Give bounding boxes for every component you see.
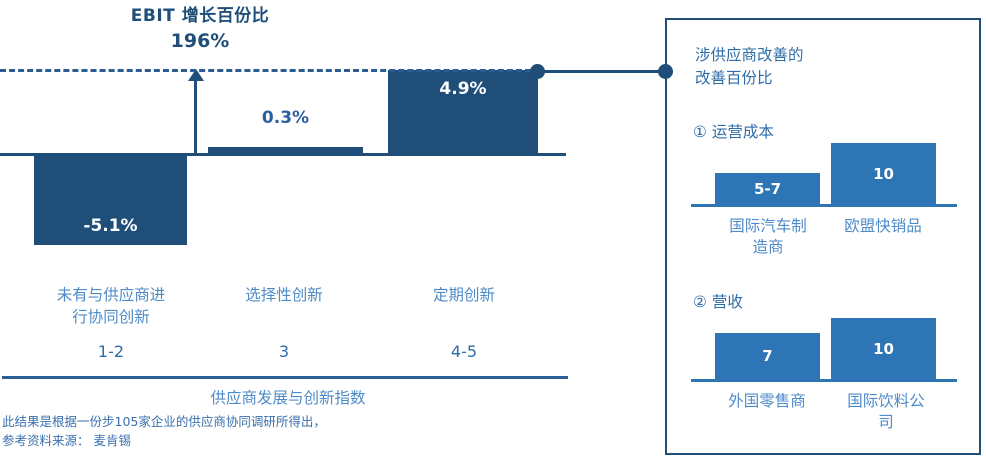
mini-bar-foreign-retailer: 7: [715, 333, 820, 379]
section-heading-operating-cost: ① 运营成本: [693, 123, 774, 141]
reference-value-label: 196%: [170, 30, 230, 52]
growth-arrow-shaft: [194, 80, 197, 154]
category-label-regular: 定期创新: [432, 286, 495, 304]
index-label-1: 1-2: [97, 342, 125, 361]
mini-bar-eu-fmcg: 10: [831, 143, 936, 204]
growth-arrow-head: [188, 69, 204, 81]
bar-regular-innovation: 4.9%: [388, 70, 538, 155]
category-label-selective: 选择性创新: [245, 286, 323, 304]
panel-title: 涉供应商改善的改善百份比: [695, 46, 804, 87]
mini-label-foreign-retailer: 外国零售商: [728, 392, 806, 410]
bar-value-label: 4.9%: [439, 79, 487, 99]
mini-bar-auto-manufacturer: 5-7: [715, 173, 820, 204]
zero-baseline-axis: [0, 153, 566, 156]
category-label-no-collaboration: 未有与供应商进行协同创新: [56, 286, 166, 326]
footnote-line-1: 此结果是根据一份步105家企业的供应商协同调研所得出，: [2, 414, 326, 429]
mini-bar-value: 5-7: [753, 179, 782, 198]
bar-selective-innovation: [208, 147, 363, 156]
footnote-line-2: 参考资料来源： 麦肯锡: [2, 433, 131, 448]
connector-dot-left: [530, 64, 545, 79]
connector-dot-right: [658, 64, 673, 79]
supplier-improvement-panel: 涉供应商改善的改善百份比 ① 运营成本 5-7 10 国际汽车制造商 欧盟快销品…: [665, 18, 981, 455]
mini-bar-value: 10: [873, 339, 894, 358]
footnote: 此结果是根据一份步105家企业的供应商协同调研所得出， 参考资料来源： 麦肯锡: [2, 412, 442, 450]
mini-axis-revenue: [691, 379, 957, 382]
mini-label-eu-fmcg: 欧盟快销品: [844, 217, 922, 235]
bar-value-label: -5.1%: [83, 216, 138, 236]
main-chart-title: EBIT 增长百份比: [130, 6, 270, 26]
mini-bar-value: 10: [873, 164, 894, 183]
reference-dashed-line: [0, 69, 531, 72]
bar-no-collaboration: -5.1%: [34, 156, 187, 245]
bar-value-label: 0.3%: [261, 108, 310, 128]
mini-axis-operating-cost: [691, 204, 957, 207]
index-label-3: 4-5: [450, 342, 478, 361]
connector-line: [538, 70, 666, 73]
mini-label-auto-manufacturer: 国际汽车制造商: [729, 217, 807, 256]
main-chart-title-block: EBIT 增长百份比 196%: [55, 4, 345, 54]
index-axis-line: [2, 376, 568, 379]
mini-label-beverage-company: 国际饮料公司: [847, 392, 925, 431]
section-heading-revenue: ② 营收: [693, 293, 743, 311]
x-axis-title: 供应商发展与创新指数: [210, 389, 366, 407]
mini-bar-value: 7: [762, 347, 773, 365]
mini-bar-beverage-company: 10: [831, 318, 936, 379]
index-label-2: 3: [278, 342, 290, 361]
